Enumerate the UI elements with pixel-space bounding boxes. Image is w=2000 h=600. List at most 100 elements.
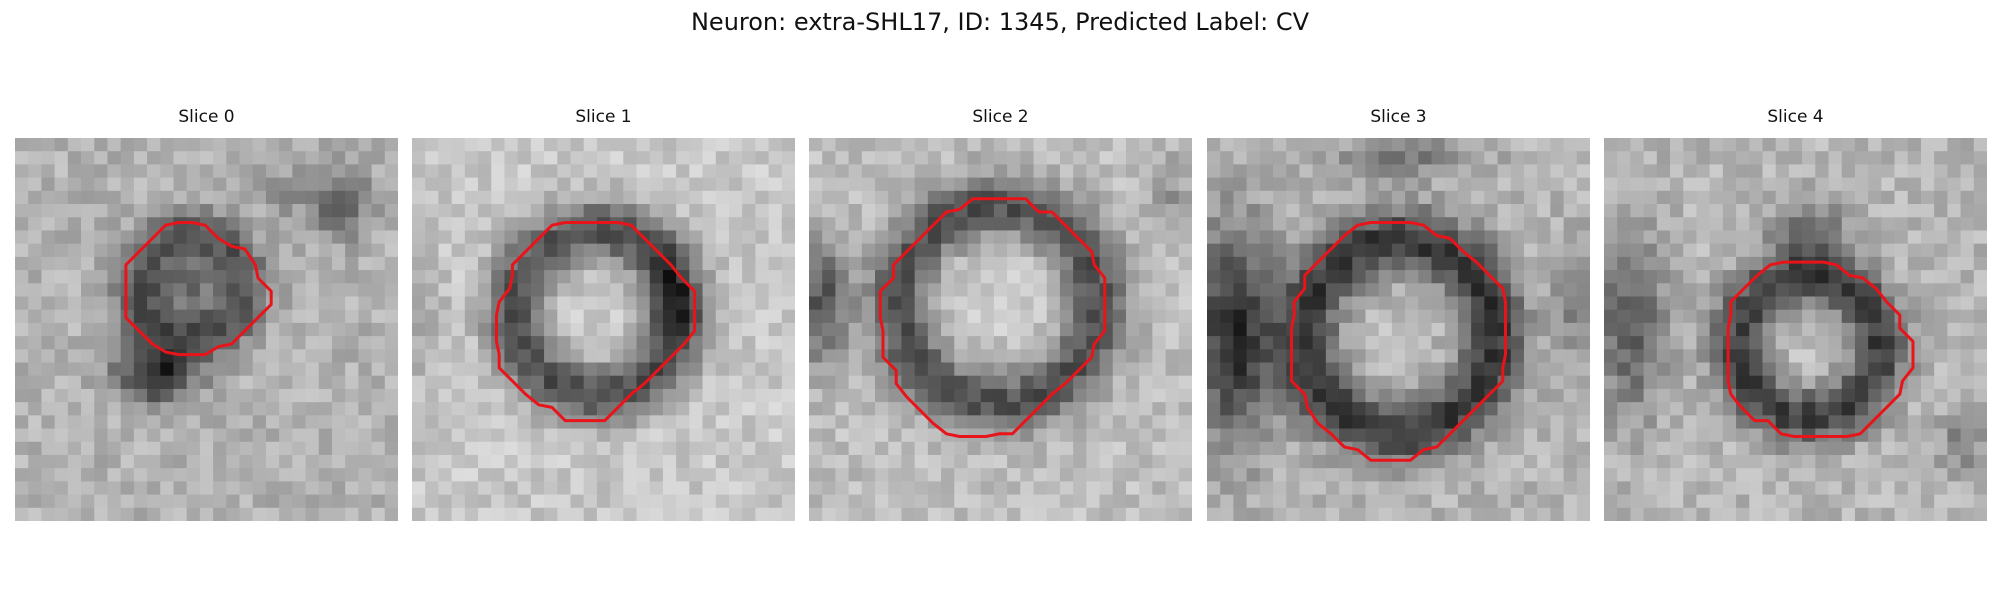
pixel-cell bbox=[160, 283, 175, 298]
pixel-cell bbox=[438, 388, 453, 403]
pixel-cell bbox=[1894, 336, 1909, 350]
pixel-cell bbox=[133, 349, 148, 364]
pixel-cell bbox=[1484, 454, 1499, 469]
pixel-cell bbox=[438, 256, 453, 271]
pixel-cell bbox=[1510, 428, 1525, 443]
pixel-cell bbox=[1178, 204, 1192, 218]
pixel-cell bbox=[120, 270, 135, 284]
pixel-cell bbox=[1868, 177, 1882, 192]
pixel-cell bbox=[1020, 322, 1035, 337]
pixel-cell bbox=[67, 468, 82, 482]
pixel-cell bbox=[1604, 151, 1618, 166]
pixel-cell bbox=[1299, 468, 1314, 482]
pixel-cell bbox=[173, 454, 188, 469]
pixel-cell bbox=[252, 388, 267, 403]
pixel-cell bbox=[1907, 164, 1922, 179]
pixel-cell bbox=[1762, 402, 1777, 416]
slice-panel-2: Slice 2 bbox=[809, 105, 1192, 525]
pixel-cell bbox=[980, 138, 995, 152]
pixel-cell bbox=[1418, 388, 1433, 403]
pixel-cell bbox=[1152, 441, 1167, 456]
pixel-cell bbox=[1973, 296, 1987, 311]
pixel-cell bbox=[384, 151, 398, 166]
pixel-cell bbox=[530, 454, 545, 469]
pixel-cell bbox=[1339, 151, 1353, 166]
pixel-cell bbox=[927, 481, 942, 496]
pixel-cell bbox=[1920, 283, 1935, 298]
pixel-cell bbox=[636, 151, 651, 166]
pixel-cell bbox=[1365, 481, 1380, 496]
pixel-cell bbox=[1112, 270, 1127, 284]
pixel-cell bbox=[809, 151, 823, 166]
pixel-cell bbox=[728, 177, 743, 192]
pixel-cell bbox=[133, 283, 148, 298]
pixel-cell bbox=[557, 441, 572, 456]
pixel-cell bbox=[809, 375, 823, 390]
pixel-cell bbox=[107, 270, 122, 284]
pixel-cell bbox=[1046, 151, 1061, 166]
pixel-cell bbox=[1152, 494, 1167, 509]
pixel-cell bbox=[1815, 494, 1830, 509]
pixel-cell bbox=[1207, 177, 1221, 192]
pixel-cell bbox=[1947, 468, 1962, 482]
pixel-cell bbox=[517, 441, 532, 456]
pixel-cell bbox=[888, 296, 903, 311]
pixel-cell bbox=[1178, 283, 1192, 298]
pixel-cell bbox=[1378, 138, 1393, 152]
pixel-cell bbox=[822, 256, 837, 271]
pixel-cell bbox=[1696, 296, 1711, 311]
pixel-cell bbox=[728, 415, 743, 430]
pixel-cell bbox=[15, 138, 29, 152]
pixel-cell bbox=[1749, 138, 1764, 152]
pixel-cell bbox=[1352, 375, 1367, 390]
pixel-cell bbox=[345, 204, 359, 218]
pixel-cell bbox=[1259, 322, 1274, 337]
pixel-cell bbox=[822, 415, 837, 430]
pixel-cell bbox=[517, 415, 532, 430]
pixel-cell bbox=[107, 296, 122, 311]
pixel-cell bbox=[345, 138, 359, 152]
pixel-cell bbox=[54, 428, 69, 443]
pixel-cell bbox=[1418, 507, 1433, 521]
pixel-cell bbox=[1510, 362, 1525, 377]
pixel-cell bbox=[425, 336, 440, 350]
pixel-cell bbox=[1273, 151, 1287, 166]
pixel-cell bbox=[1762, 454, 1777, 469]
pixel-cell bbox=[888, 283, 903, 298]
pixel-cell bbox=[94, 151, 109, 166]
pixel-cell bbox=[186, 283, 201, 298]
pixel-cell bbox=[1656, 138, 1671, 152]
pixel-cell bbox=[1139, 138, 1153, 152]
pixel-cell bbox=[1497, 204, 1512, 218]
pixel-cell bbox=[1709, 402, 1724, 416]
pixel-cell bbox=[888, 151, 903, 166]
pixel-cell bbox=[173, 336, 188, 350]
pixel-cell bbox=[1576, 507, 1590, 521]
pixel-cell bbox=[1881, 494, 1896, 509]
pixel-cell bbox=[1736, 296, 1750, 311]
pixel-cell bbox=[345, 349, 359, 364]
pixel-cell bbox=[1722, 507, 1737, 521]
pixel-cell bbox=[491, 204, 506, 218]
pixel-cell bbox=[1497, 415, 1512, 430]
pixel-cell bbox=[1775, 309, 1790, 324]
pixel-cell bbox=[927, 454, 942, 469]
pixel-cell bbox=[755, 322, 770, 337]
pixel-cell bbox=[954, 322, 969, 337]
pixel-cell bbox=[1139, 481, 1153, 496]
pixel-cell bbox=[186, 270, 201, 284]
pixel-cell bbox=[1736, 349, 1750, 364]
pixel-cell bbox=[186, 362, 201, 377]
pixel-cell bbox=[1444, 164, 1459, 179]
pixel-cell bbox=[1444, 283, 1459, 298]
pixel-cell bbox=[1020, 494, 1035, 509]
pixel-cell bbox=[742, 217, 756, 232]
pixel-cell bbox=[1312, 388, 1327, 403]
pixel-cell bbox=[81, 204, 95, 218]
pixel-cell bbox=[1696, 362, 1711, 377]
pixel-cell bbox=[1352, 283, 1367, 298]
pixel-cell bbox=[967, 454, 982, 469]
pixel-cell bbox=[1749, 177, 1764, 192]
pixel-cell bbox=[1020, 428, 1035, 443]
pixel-cell bbox=[1617, 415, 1632, 430]
